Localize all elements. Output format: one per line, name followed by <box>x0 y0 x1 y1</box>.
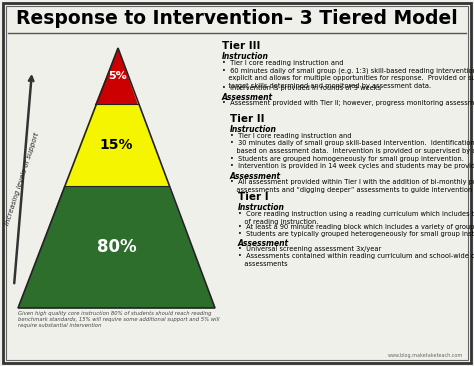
Text: •  Tier I core reading instruction and: • Tier I core reading instruction and <box>222 60 344 66</box>
Polygon shape <box>64 104 169 186</box>
Text: Tier I: Tier I <box>238 192 269 202</box>
Text: Instruction: Instruction <box>222 52 269 61</box>
Text: •  Core reading instruction using a reading curriculum which includes the 5 key : • Core reading instruction using a readi… <box>238 211 474 225</box>
Text: 80%: 80% <box>97 238 137 256</box>
Text: Tier III: Tier III <box>222 41 260 51</box>
Text: 15%: 15% <box>100 138 133 152</box>
Text: •  At least a 90 minute reading block which includes a variety of grouping forma: • At least a 90 minute reading block whi… <box>238 224 474 230</box>
Text: •  Assessments contained within reading curriculum and school-wide outcomes base: • Assessments contained within reading c… <box>238 253 474 267</box>
Text: Assessment: Assessment <box>222 93 273 102</box>
Text: www.blog.maketaketeach.com: www.blog.maketaketeach.com <box>388 353 463 358</box>
Text: Instruction: Instruction <box>230 125 277 134</box>
Text: Response to Intervention– 3 Tiered Model: Response to Intervention– 3 Tiered Model <box>16 8 458 27</box>
Text: •  Assessment provided with Tier II; however, progress monitoring assessments ar: • Assessment provided with Tier II; howe… <box>222 100 474 106</box>
Text: •  All assessment provided within Tier I with the addition of bi-monthly progres: • All assessment provided within Tier I … <box>230 179 474 193</box>
Text: 5%: 5% <box>109 71 128 81</box>
Text: •  Tier I core reading instruction and: • Tier I core reading instruction and <box>230 133 352 139</box>
Text: Given high quality core instruction 80% of students should reach reading
benchma: Given high quality core instruction 80% … <box>18 311 219 328</box>
Polygon shape <box>18 186 215 308</box>
Text: Increasing levels of support: Increasing levels of support <box>4 132 40 226</box>
Text: •  Students are grouped homogeneously for small group intervention.: • Students are grouped homogeneously for… <box>230 156 464 162</box>
Text: Assessment: Assessment <box>230 172 281 181</box>
Text: •  30 minutes daily of small group skill-based intervention.  Identification and: • 30 minutes daily of small group skill-… <box>230 140 474 154</box>
Text: Assessment: Assessment <box>238 239 289 248</box>
Text: •  Intervention is provided in rounds of 9 weeks: • Intervention is provided in rounds of … <box>222 85 381 91</box>
Text: •  Students are typically grouped heterogeneously for small group instruction.: • Students are typically grouped heterog… <box>238 231 474 237</box>
Polygon shape <box>95 48 138 104</box>
Text: •  60 minutes daily of small group (e.g. 1:3) skill-based reading intervention. : • 60 minutes daily of small group (e.g. … <box>222 67 474 89</box>
Text: •  Intervention is provided in 14 week cycles and students may be provided multi: • Intervention is provided in 14 week cy… <box>230 163 474 169</box>
Text: •  Universal screening assessment 3x/year: • Universal screening assessment 3x/year <box>238 246 381 252</box>
Text: Instruction: Instruction <box>238 203 285 212</box>
Text: Tier II: Tier II <box>230 114 264 124</box>
